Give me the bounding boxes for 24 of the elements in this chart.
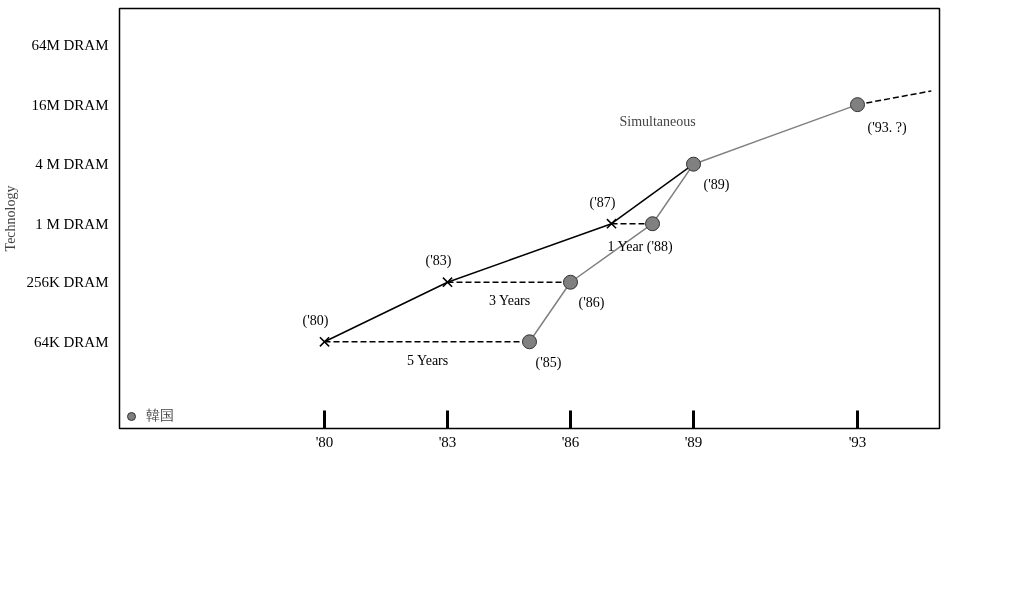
x-tick-label: '89 bbox=[684, 433, 703, 450]
legend-label: 韓国 bbox=[146, 407, 174, 425]
x-tick-label: '86 bbox=[561, 433, 580, 450]
annotation: ('87) bbox=[589, 194, 616, 211]
y-tick-label: 64M DRAM bbox=[31, 37, 109, 54]
annotation: ('83) bbox=[425, 253, 452, 270]
y-tick-label: 16M DRAM bbox=[31, 96, 109, 113]
annotation: 1 Year ('88) bbox=[607, 238, 673, 255]
annotation: ('86) bbox=[578, 295, 605, 312]
y-axis-title: Technology bbox=[3, 185, 19, 252]
x-tick-label: '80 bbox=[315, 433, 334, 450]
x-tick-label: '93 bbox=[848, 433, 867, 450]
y-tick-label: 1 M DRAM bbox=[35, 215, 109, 232]
annotation: Simultaneous bbox=[619, 113, 696, 129]
annotation: 5 Years bbox=[407, 352, 449, 368]
y-tick-label: 4 M DRAM bbox=[35, 156, 109, 173]
annotation: 3 Years bbox=[489, 293, 531, 309]
y-tick-label: 64K DRAM bbox=[33, 333, 109, 350]
annotation: ('85) bbox=[535, 354, 562, 371]
annotation: ('93. ?) bbox=[867, 119, 907, 136]
annotation: ('89) bbox=[703, 177, 730, 194]
annotation: ('80) bbox=[302, 312, 329, 329]
y-tick-label: 256K DRAM bbox=[26, 274, 109, 291]
x-tick-label: '83 bbox=[438, 433, 457, 450]
